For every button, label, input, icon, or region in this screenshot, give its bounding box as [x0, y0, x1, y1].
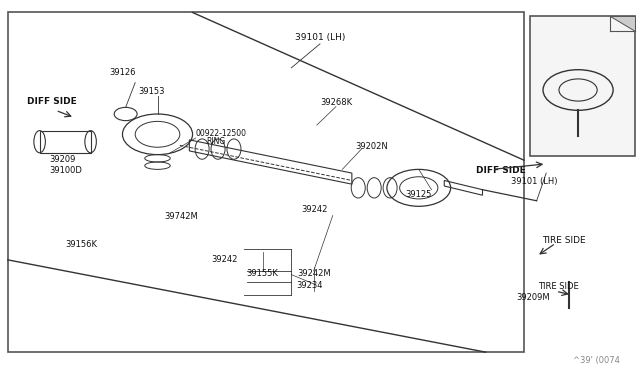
- Text: 39242: 39242: [212, 255, 238, 264]
- Text: 39155K: 39155K: [246, 269, 278, 279]
- Text: ^39' (0074: ^39' (0074: [573, 356, 620, 365]
- Text: 39156K: 39156K: [65, 240, 97, 249]
- Bar: [40, 131, 91, 153]
- Text: 39153: 39153: [138, 87, 164, 96]
- Text: 39101 (LH): 39101 (LH): [511, 177, 557, 186]
- Text: TIRE SIDE: TIRE SIDE: [538, 282, 579, 291]
- Polygon shape: [610, 16, 636, 31]
- Text: DIFF SIDE: DIFF SIDE: [476, 166, 526, 175]
- Text: TIRE SIDE: TIRE SIDE: [541, 236, 586, 245]
- Text: 39234: 39234: [296, 280, 323, 289]
- Text: 39268K: 39268K: [320, 98, 352, 107]
- Text: 39126: 39126: [109, 68, 136, 77]
- Text: 39242M: 39242M: [298, 269, 332, 279]
- Text: 39100D: 39100D: [49, 166, 82, 175]
- Text: 39742M: 39742M: [164, 212, 198, 221]
- Text: 39209: 39209: [49, 155, 76, 164]
- Text: RING: RING: [207, 137, 226, 145]
- Text: 00922-12500: 00922-12500: [196, 129, 247, 138]
- Text: 39125: 39125: [406, 190, 432, 199]
- Text: 39202N: 39202N: [355, 142, 388, 151]
- Text: 39242: 39242: [301, 205, 327, 214]
- Text: 39101 (LH): 39101 (LH): [295, 33, 345, 42]
- Text: 39209M: 39209M: [516, 294, 550, 302]
- Text: DIFF SIDE: DIFF SIDE: [27, 97, 77, 106]
- Bar: [531, 16, 636, 157]
